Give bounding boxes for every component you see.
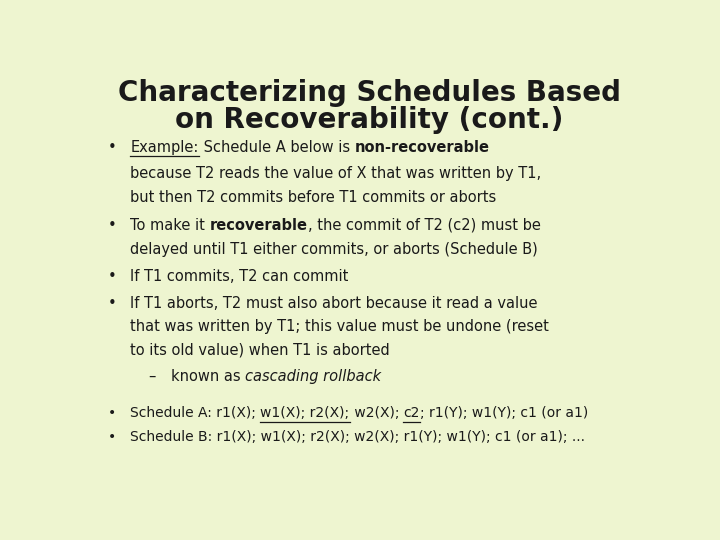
Text: •: • (108, 218, 117, 233)
Text: , the commit of T2 (c2) must be: , the commit of T2 (c2) must be (307, 218, 541, 233)
Text: •: • (108, 430, 116, 444)
Text: on Recoverability (cont.): on Recoverability (cont.) (175, 106, 563, 134)
Text: non-recoverable: non-recoverable (354, 140, 490, 154)
Text: c2: c2 (403, 406, 420, 420)
Text: Schedule A: r1(X);: Schedule A: r1(X); (130, 406, 261, 420)
Text: •: • (108, 295, 117, 310)
Text: •: • (108, 140, 117, 154)
Text: that was written by T1; this value must be undone (reset: that was written by T1; this value must … (130, 319, 549, 334)
Text: but then T2 commits before T1 commits or aborts: but then T2 commits before T1 commits or… (130, 190, 496, 205)
Text: Schedule B: r1(X); w1(X); r2(X); w2(X); r1(Y); w1(Y); c1 (or a1); ...: Schedule B: r1(X); w1(X); r2(X); w2(X); … (130, 430, 585, 444)
Text: Schedule A below is: Schedule A below is (199, 140, 354, 154)
Text: •: • (108, 268, 117, 284)
Text: ; r1(Y); w1(Y); c1 (or a1): ; r1(Y); w1(Y); c1 (or a1) (420, 406, 588, 420)
Text: recoverable: recoverable (210, 218, 307, 233)
Text: w1(X); r2(X);: w1(X); r2(X); (261, 406, 349, 420)
Text: delayed until T1 either commits, or aborts (Schedule B): delayed until T1 either commits, or abor… (130, 241, 538, 256)
Text: To make it: To make it (130, 218, 210, 233)
Text: Characterizing Schedules Based: Characterizing Schedules Based (117, 79, 621, 107)
Text: w2(X);: w2(X); (349, 406, 403, 420)
Text: known as: known as (171, 369, 245, 384)
Text: cascading rollback: cascading rollback (245, 369, 382, 384)
Text: because T2 reads the value of X that was written by T1,: because T2 reads the value of X that was… (130, 166, 541, 181)
Text: to its old value) when T1 is aborted: to its old value) when T1 is aborted (130, 343, 390, 358)
Text: If T1 commits, T2 can commit: If T1 commits, T2 can commit (130, 268, 348, 284)
Text: Example:: Example: (130, 140, 199, 154)
Text: If T1 aborts, T2 must also abort because it read a value: If T1 aborts, T2 must also abort because… (130, 295, 538, 310)
Text: •: • (108, 406, 116, 420)
Text: –: – (148, 369, 156, 384)
